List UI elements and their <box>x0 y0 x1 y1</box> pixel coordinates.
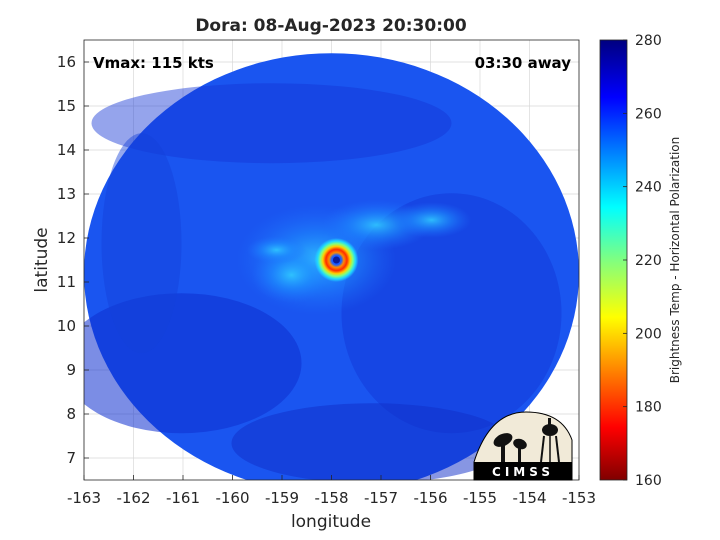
cold-band <box>231 403 512 480</box>
colorbar-tick-label: 200 <box>635 326 662 342</box>
y-axis-label: latitude <box>32 227 52 292</box>
x-axis-ticks: -163 -162 -161 -160 -159 -158 -157 -156 -155 -154… <box>67 475 596 507</box>
time-offset-annotation: 03:30 away <box>475 54 572 72</box>
y-tick-label: 15 <box>57 97 76 115</box>
cimss-logo: CIMSS <box>473 411 573 481</box>
cold-band <box>101 133 182 354</box>
colorbar-tick-label: 180 <box>635 400 662 416</box>
spiral-band <box>246 236 307 264</box>
x-tick-label: -155 <box>463 489 497 507</box>
colorbar-tick-label: 260 <box>635 106 662 122</box>
y-tick-label: 10 <box>57 317 76 335</box>
y-axis-ticks: 7 8 9 10 11 12 13 14 15 16 <box>57 53 89 467</box>
cold-band <box>341 193 562 434</box>
x-tick-label: -157 <box>364 489 398 507</box>
y-tick-label: 9 <box>66 361 76 379</box>
cold-band <box>84 293 302 434</box>
colorbar-tick-label: 280 <box>635 33 662 49</box>
colorbar <box>599 39 628 481</box>
x-tick-label: -159 <box>265 489 299 507</box>
x-tick-label: -153 <box>562 489 596 507</box>
storm-eye <box>332 256 340 264</box>
vmax-annotation: Vmax: 115 kts <box>93 54 214 72</box>
x-axis-label: longitude <box>291 512 371 532</box>
y-tick-label: 11 <box>57 273 76 291</box>
y-tick-label: 8 <box>66 405 76 423</box>
x-tick-label: -163 <box>67 489 101 507</box>
y-tick-label: 13 <box>57 185 76 203</box>
y-tick-label: 7 <box>66 449 76 467</box>
x-tick-label: -160 <box>215 489 249 507</box>
svg-text:CIMSS: CIMSS <box>492 465 554 479</box>
y-tick-label: 14 <box>57 141 76 159</box>
swath-image <box>84 53 579 480</box>
x-tick-label: -162 <box>116 489 150 507</box>
y-tick-label: 12 <box>57 229 76 247</box>
x-tick-label: -154 <box>512 489 546 507</box>
chart-title: Dora: 08-Aug-2023 20:30:00 <box>195 16 467 36</box>
cold-band <box>91 83 452 164</box>
x-tick-label: -161 <box>166 489 200 507</box>
spiral-band <box>391 202 472 238</box>
colorbar-tick-label: 160 <box>635 473 662 489</box>
colorbar-label: Brightness Temp - Horizontal Polarizatio… <box>668 137 682 384</box>
y-tick-label: 16 <box>57 53 76 71</box>
x-tick-label: -158 <box>314 489 348 507</box>
colorbar-ticks: 160 180 200 220 240 260 280 <box>623 33 662 489</box>
x-tick-label: -156 <box>413 489 447 507</box>
colorbar-tick-label: 220 <box>635 253 662 269</box>
colorbar-tick-label: 240 <box>635 180 662 196</box>
